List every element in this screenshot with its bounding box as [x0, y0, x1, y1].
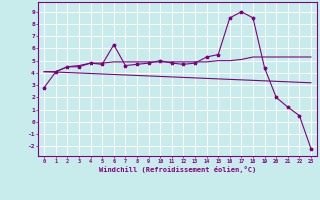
X-axis label: Windchill (Refroidissement éolien,°C): Windchill (Refroidissement éolien,°C) — [99, 166, 256, 173]
